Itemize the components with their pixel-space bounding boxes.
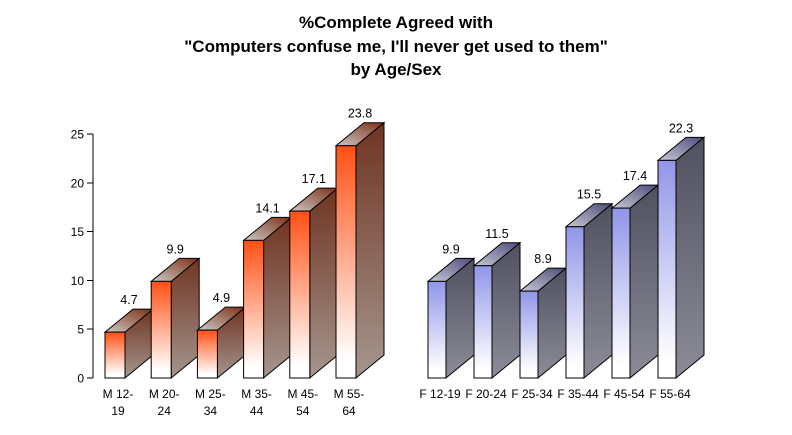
plot-area: 0 5 10 15 20 25 4.7 M 12- 19 9.9 M 20- 24 4.9 M 25- 34… [71, 107, 706, 418]
x-tick-label: 24 [158, 404, 172, 418]
bar-side-face [629, 184, 659, 380]
x-tick-label: 19 [111, 404, 125, 418]
bar-female-3 [564, 202, 614, 380]
bar-front-face [335, 145, 357, 379]
bar-front-face [565, 226, 585, 379]
bar-female-0 [426, 257, 476, 380]
bar-male-3 [242, 216, 293, 380]
bar-side-face [583, 202, 613, 380]
bar-side-face [263, 216, 293, 380]
y-tick-label: 15 [71, 225, 85, 239]
x-tick-label: F 20-24 [465, 387, 507, 401]
x-tick-label: 54 [296, 404, 310, 418]
x-tick-label: F 45-54 [603, 387, 645, 401]
chart-title-line-3: by Age/Sex [350, 60, 442, 79]
x-tick-label: 44 [250, 404, 264, 418]
bar-female-5 [656, 136, 706, 380]
bar-male-1 [149, 257, 201, 380]
y-tick-label: 5 [77, 323, 84, 337]
x-tick-label: 34 [204, 404, 218, 418]
y-tick-label: 25 [71, 128, 85, 142]
bar-value-label: 17.1 [302, 172, 326, 186]
bar-male-5 [334, 121, 386, 380]
bar-front-face [104, 331, 126, 379]
bar-front-face [427, 280, 447, 379]
bar-front-face [196, 329, 218, 379]
bar-side-face [491, 241, 521, 380]
bar-front-face [243, 239, 265, 379]
bar-side-face [309, 187, 339, 380]
bar-male-2 [196, 306, 247, 380]
bar-male-0 [103, 308, 155, 380]
bar-value-label: 14.1 [255, 201, 279, 215]
bar-front-face [657, 159, 677, 379]
x-tick-label: F 35-44 [557, 387, 599, 401]
x-tick-label: M 12- [103, 387, 134, 401]
bar-value-label: 9.9 [167, 242, 184, 256]
x-tick-label: M 55- [334, 387, 365, 401]
x-tick-label: M 20- [149, 387, 180, 401]
y-tick-label: 10 [71, 274, 85, 288]
bar-value-label: 4.7 [120, 293, 137, 307]
x-tick-label: F 25-34 [511, 387, 553, 401]
bar-front-face [519, 290, 539, 379]
bar-value-label: 22.3 [669, 121, 693, 135]
bar-value-label: 8.9 [534, 252, 551, 266]
x-tick-label: M 35- [241, 387, 272, 401]
bar-value-label: 11.5 [485, 227, 508, 241]
bar-side-face [355, 121, 385, 380]
x-tick-label: F 12-19 [419, 387, 461, 401]
x-tick-label: M 25- [195, 387, 226, 401]
bar-female-1 [472, 241, 522, 380]
bar-value-label: 9.9 [442, 242, 459, 256]
bar-front-face [150, 280, 172, 379]
bar-value-label: 15.5 [577, 188, 601, 202]
chart-title-line-1: %Complete Agreed with [299, 13, 493, 32]
x-tick-label: 64 [342, 404, 356, 418]
x-tick-label: F 55-64 [649, 387, 691, 401]
bar-value-label: 23.8 [348, 107, 372, 121]
chart-title: %Complete Agreed with "Computers confuse… [0, 11, 792, 82]
bar-front-face [473, 265, 493, 379]
bar-front-face [611, 207, 631, 379]
bar-value-label: 4.9 [213, 291, 230, 305]
bar-front-face [289, 210, 311, 379]
bar-value-label: 17.4 [623, 169, 647, 183]
y-tick-label: 20 [71, 176, 85, 190]
bar-male-4 [288, 187, 340, 380]
bar-side-face [675, 136, 705, 380]
y-tick-label: 0 [77, 372, 84, 386]
x-tick-label: M 45- [287, 387, 318, 401]
chart-title-line-2: "Computers confuse me, I'll never get us… [184, 36, 608, 56]
bar-female-4 [610, 184, 660, 380]
bar-female-2 [518, 267, 568, 380]
